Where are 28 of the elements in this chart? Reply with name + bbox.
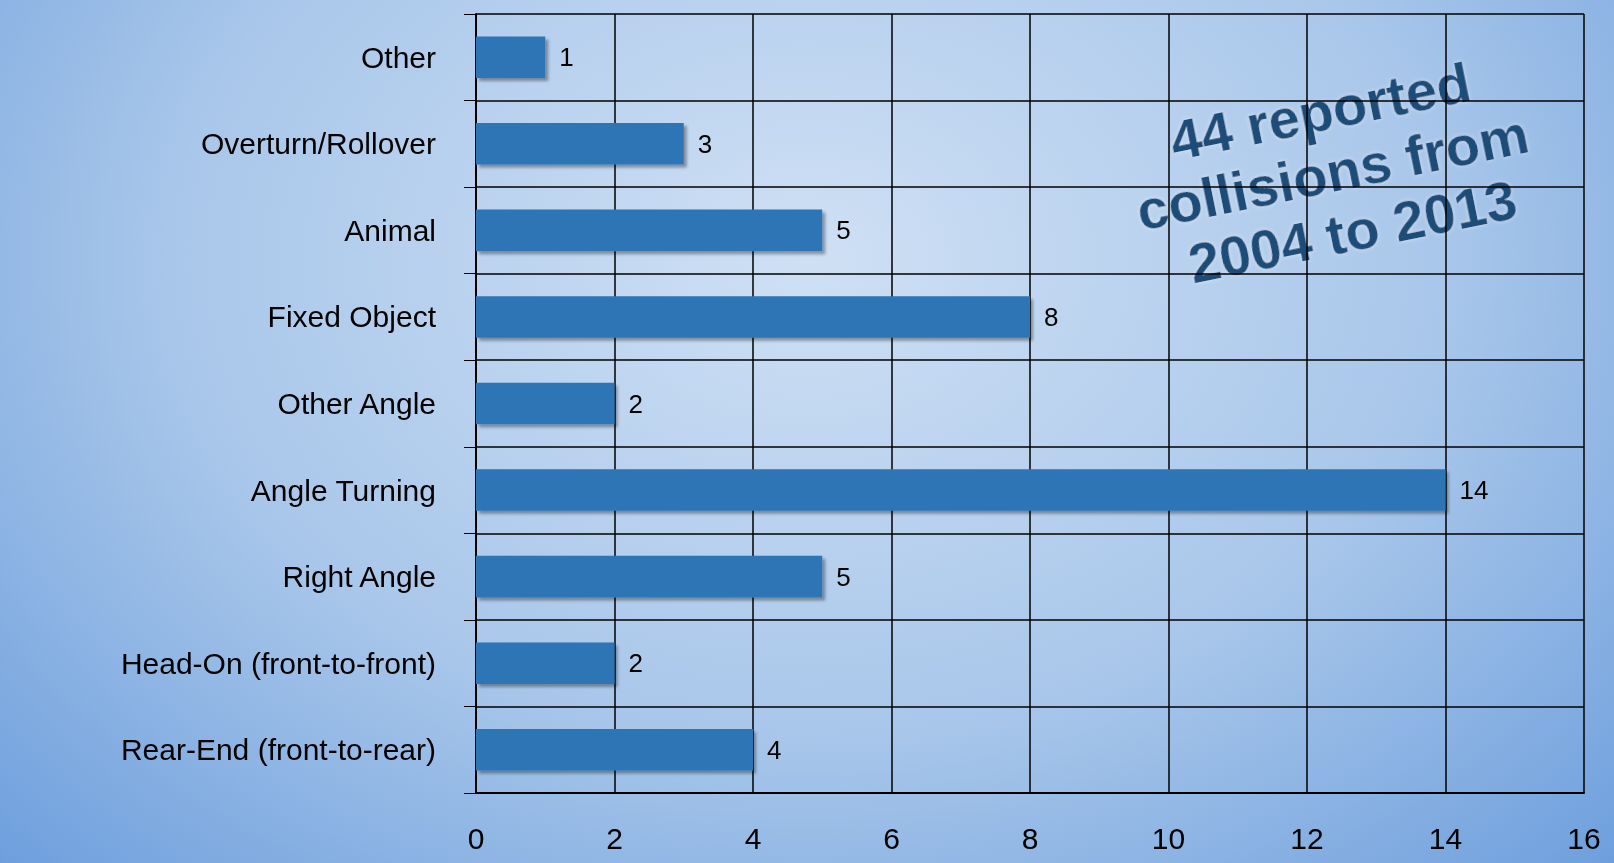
y-tick-label: Angle Turning <box>250 473 436 507</box>
y-tick-label: Head-On (front-to-front) <box>120 646 436 680</box>
y-tick-label: Overturn/Rollover <box>200 127 437 161</box>
data-label: 2 <box>628 388 643 419</box>
x-tick-label: 14 <box>1428 821 1463 855</box>
y-tick-label: Rear-End (front-to-rear) <box>120 733 436 767</box>
x-tick-label: 10 <box>1151 821 1186 855</box>
data-label: 3 <box>697 128 713 159</box>
x-tick-label: 12 <box>1290 821 1324 855</box>
x-tick-label: 4 <box>744 821 762 855</box>
x-tick-label: 2 <box>606 821 623 855</box>
x-tick-label: 8 <box>1021 821 1039 855</box>
x-tick-label: 0 <box>467 821 485 855</box>
y-tick-label: Fixed Object <box>267 300 437 334</box>
data-label: 8 <box>1044 301 1059 332</box>
y-tick-label: Other <box>360 40 437 74</box>
data-label: 4 <box>767 734 782 765</box>
data-label: 1 <box>559 42 574 73</box>
annotation: 44 reported collisions from 2004 to 2013 <box>1130 46 1550 295</box>
y-tick-label: Right Angle <box>282 560 436 594</box>
data-label: 5 <box>836 215 851 246</box>
data-label: 5 <box>836 561 851 592</box>
y-tick-label: Animal <box>344 213 436 247</box>
data-label: 2 <box>628 648 643 679</box>
x-tick-label: 16 <box>1567 821 1601 855</box>
y-tick-label: Other Angle <box>277 387 436 420</box>
x-tick-label: 6 <box>883 821 900 855</box>
data-label: 14 <box>1459 475 1489 506</box>
